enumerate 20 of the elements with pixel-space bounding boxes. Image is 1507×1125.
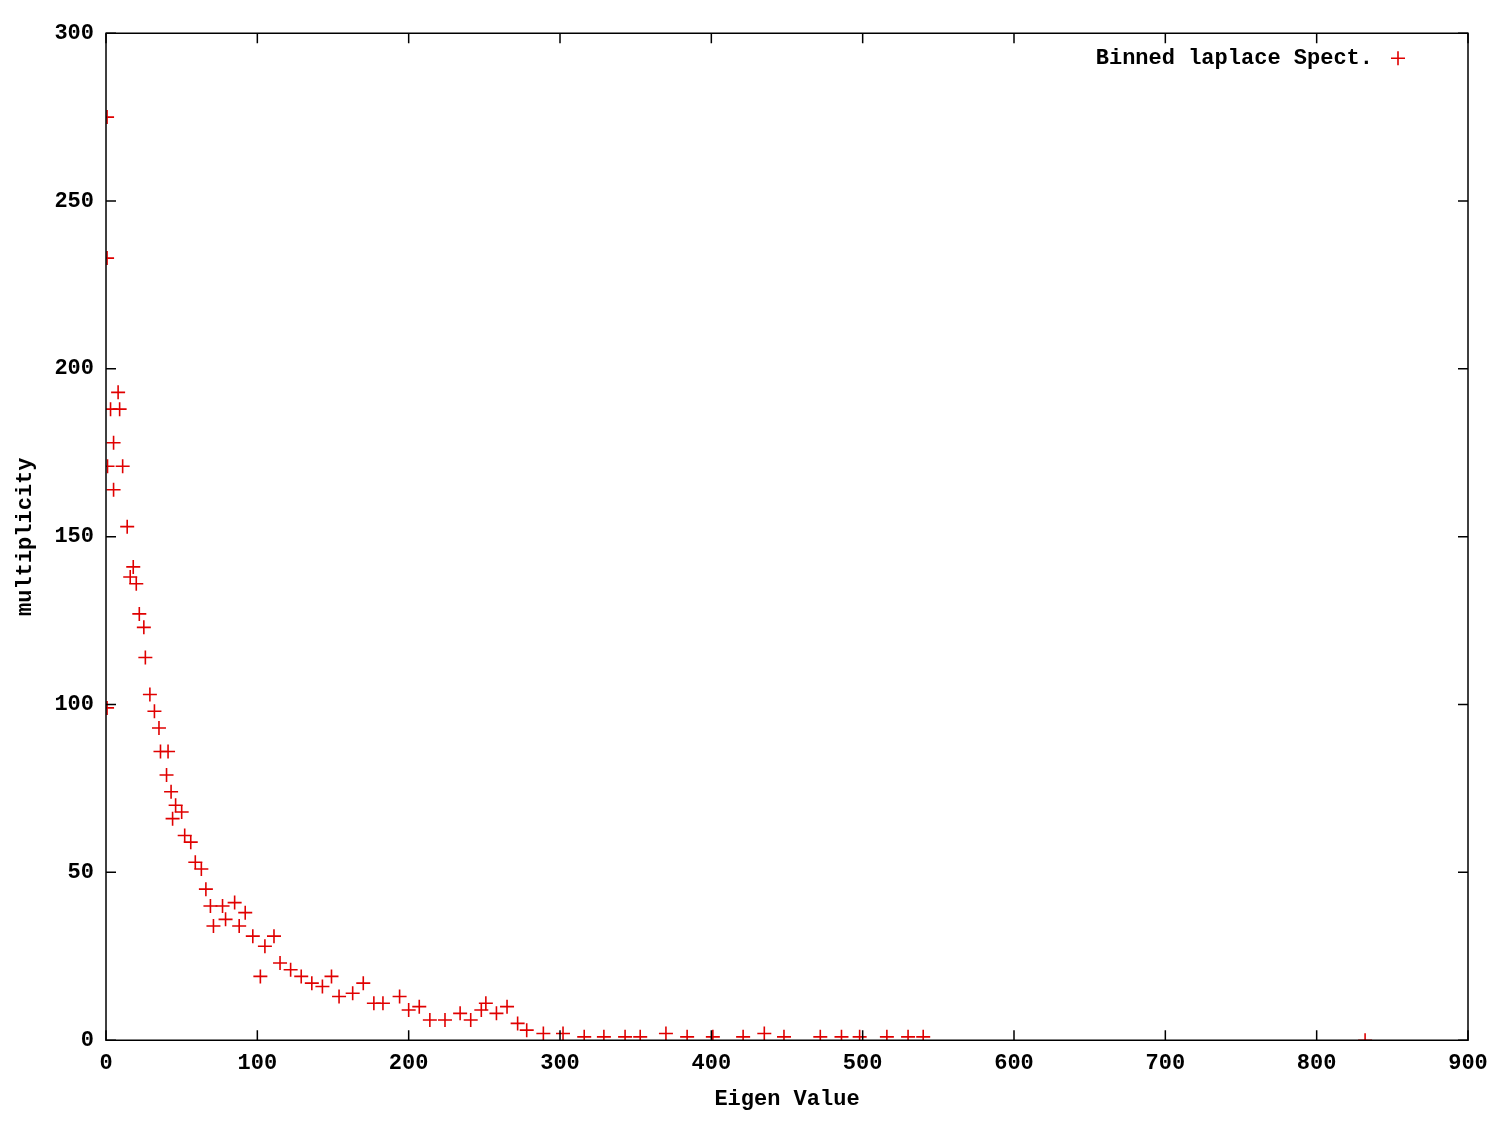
y-tick-label: 100: [54, 692, 95, 718]
y-tick-label: 200: [54, 356, 95, 382]
legend-label: Binned laplace Spect.: [1095, 45, 1373, 71]
x-tick-label: 700: [1145, 1050, 1186, 1076]
x-tick-label: 100: [237, 1050, 278, 1076]
y-axis-title: multiplicity: [12, 457, 38, 616]
y-tick-label: 250: [54, 188, 95, 214]
x-tick-label: 200: [388, 1050, 429, 1076]
y-tick-label: 50: [67, 859, 95, 885]
x-tick-label: 500: [842, 1050, 883, 1076]
x-axis-title: Eigen Value: [714, 1087, 860, 1113]
x-tick-label: 400: [691, 1050, 732, 1076]
x-tick-label: 0: [99, 1050, 113, 1076]
x-tick-label: 600: [994, 1050, 1034, 1076]
y-tick-label: 150: [54, 524, 95, 550]
y-tick-label: 0: [80, 1027, 95, 1053]
x-tick-label: 800: [1296, 1050, 1337, 1076]
x-tick-label: 900: [1448, 1050, 1488, 1076]
y-tick-label: 300: [54, 20, 95, 46]
x-tick-label: 300: [540, 1050, 580, 1076]
